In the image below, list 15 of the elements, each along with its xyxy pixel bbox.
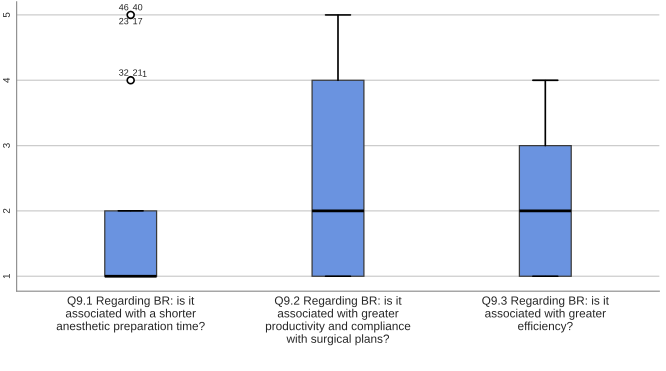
x-tick-label: Q9.2 Regarding BR: is it associated with greater productivity and compliance with surgical plans?	[266, 296, 410, 346]
annotation: 21	[133, 69, 142, 76]
annotation: 46	[118, 4, 128, 10]
x-tick-label: Q9.1 Regarding BR: is it associated with a shorter anesthetic preparation time?	[56, 296, 205, 333]
annotation: 17	[133, 18, 142, 24]
y-tick-label: 2	[2, 208, 10, 214]
annotation: 40	[132, 4, 142, 10]
y-tick-label: 1	[3, 274, 10, 278]
y-tick-label: 5	[3, 12, 10, 18]
y-tick-label: 4	[3, 78, 10, 83]
annotation: 23	[119, 18, 128, 24]
x-tick-label: Q9.3 Regarding BR: is it associated with greater efficiency?	[482, 296, 609, 333]
annotation: 1	[142, 70, 147, 78]
y-tick-label: 3	[2, 143, 10, 148]
annotation: 32	[119, 69, 128, 76]
